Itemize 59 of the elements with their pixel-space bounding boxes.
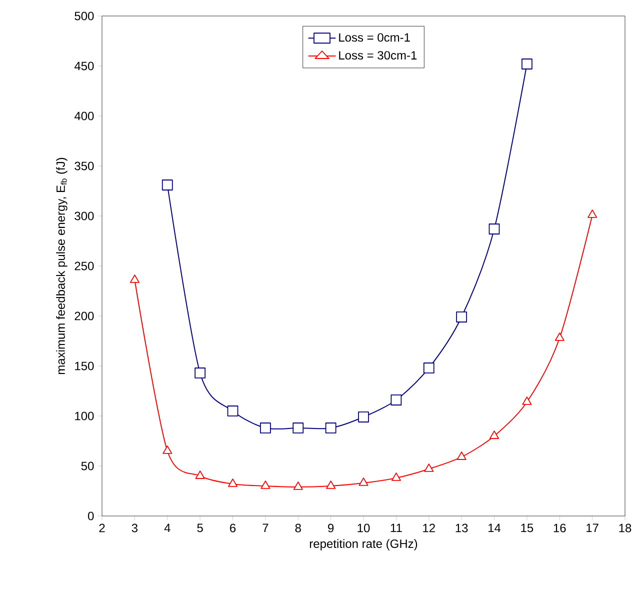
point <box>423 362 434 374</box>
point <box>456 452 466 460</box>
point <box>588 210 598 218</box>
point <box>292 422 304 434</box>
point <box>521 58 532 70</box>
y-tick-label: 250 <box>74 262 94 270</box>
y-tick-label: 150 <box>75 362 94 370</box>
x-tick-label: 12 <box>423 524 435 532</box>
x-tick-label: 6 <box>230 524 236 532</box>
point <box>358 412 369 422</box>
y-tick-label: 350 <box>74 162 94 170</box>
x-tick-label: 15 <box>521 524 534 532</box>
point <box>162 446 172 454</box>
point <box>293 482 303 490</box>
point <box>522 396 532 405</box>
point <box>488 224 500 234</box>
y-axis-title: maximum feedback pulse energy, E$_{fb}$ (fJ) <box>56 158 68 374</box>
point <box>228 478 238 487</box>
x-tick-label: 13 <box>456 524 468 532</box>
point <box>456 312 468 322</box>
x-tick-label: 8 <box>295 524 301 532</box>
x-tick-label: 10 <box>358 524 370 532</box>
point <box>227 406 238 416</box>
x-tick-label: 11 <box>390 524 402 532</box>
x-axis-title: repetition rate (GHz) <box>310 539 418 550</box>
x-tick-label: 18 <box>619 524 632 532</box>
point <box>358 478 368 486</box>
point <box>260 422 271 434</box>
point <box>554 332 564 341</box>
point <box>391 472 401 481</box>
point <box>162 180 173 190</box>
point <box>325 422 336 434</box>
legend-label: Loss = 30cm-1 <box>339 51 417 60</box>
y-tick-label: 300 <box>74 212 94 220</box>
y-tick-label: 500 <box>74 12 94 20</box>
point <box>195 470 205 479</box>
point <box>424 464 434 472</box>
x-tick-label: 16 <box>554 524 566 532</box>
point <box>326 480 336 489</box>
point <box>130 274 140 283</box>
x-tick-label: 17 <box>586 524 598 532</box>
y-tick-label: 400 <box>74 112 94 120</box>
x-tick-label: 3 <box>132 524 138 532</box>
x-tick-label: 2 <box>99 524 105 532</box>
x-tick-label: 5 <box>197 524 203 532</box>
x-tick-label: 4 <box>164 524 170 532</box>
point <box>260 480 270 489</box>
x-tick-label: 14 <box>488 524 501 532</box>
legend-label: Loss = 0cm-1 <box>339 33 410 42</box>
point <box>489 430 500 439</box>
x-tick-label: 9 <box>328 524 334 532</box>
point <box>194 368 206 378</box>
y-tick-label: 450 <box>74 62 94 70</box>
y-tick-label: 0 <box>88 512 94 520</box>
y-tick-label: 50 <box>81 462 94 470</box>
x-tick-label: 7 <box>262 524 268 532</box>
y-tick-label: 200 <box>74 312 94 320</box>
y-tick-label: 100 <box>75 412 94 420</box>
point <box>390 394 402 406</box>
